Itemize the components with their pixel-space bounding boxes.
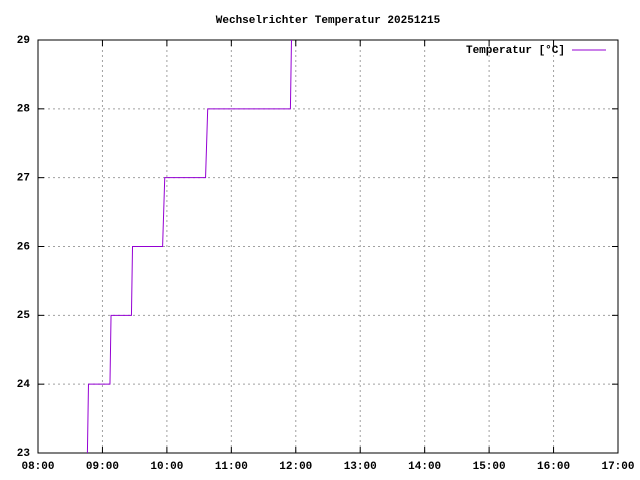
y-tick-label: 28	[17, 104, 31, 116]
y-tick-label: 24	[17, 379, 31, 391]
plot-border	[37, 39, 619, 454]
chart-title: Wechselrichter Temperatur 20251215	[216, 15, 441, 27]
x-tick-label: 13:00	[344, 461, 377, 473]
x-tick-label: 17:00	[601, 461, 634, 473]
y-tick-label: 29	[17, 35, 30, 47]
legend-label: Temperatur [°C]	[466, 45, 565, 57]
y-tick-label: 26	[17, 241, 30, 253]
x-tick-label: 08:00	[21, 461, 54, 473]
y-tick-label: 25	[17, 310, 31, 322]
y-tick-label: 27	[17, 173, 30, 185]
y-tick-label: 23	[17, 448, 31, 460]
x-tick-label: 10:00	[150, 461, 183, 473]
x-tick-label: 14:00	[408, 461, 441, 473]
x-tick-label: 09:00	[86, 461, 119, 473]
x-tick-label: 15:00	[473, 461, 506, 473]
x-tick-label: 12:00	[279, 461, 312, 473]
x-tick-label: 11:00	[215, 461, 248, 473]
x-tick-label: 16:00	[537, 461, 570, 473]
data-line	[86, 39, 292, 454]
